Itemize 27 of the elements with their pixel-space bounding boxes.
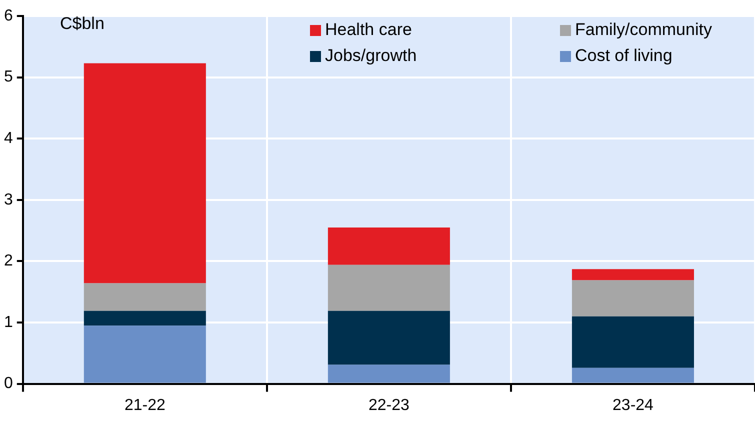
y-tick-label: 1 [4, 314, 13, 331]
legend-label: Jobs/growth [325, 46, 417, 66]
x-tick-label: 23-24 [612, 396, 654, 414]
bar [328, 227, 450, 265]
bar [84, 283, 206, 311]
y-tick-label: 5 [4, 68, 13, 86]
y-tick-label: 2 [4, 252, 13, 270]
y-tick-label: 3 [4, 191, 13, 208]
bar [572, 368, 694, 383]
bar [572, 280, 694, 316]
x-tick-label: 22-23 [368, 396, 410, 414]
y-tick-label: 6 [4, 7, 13, 24]
bar [572, 316, 694, 368]
bar [328, 264, 450, 311]
bar [328, 310, 450, 365]
y-tick-label: 4 [4, 130, 13, 148]
y-tick-label: 0 [4, 375, 13, 392]
legend-label: Health care [325, 20, 412, 40]
bar [328, 364, 450, 383]
legend-label: Family/community [575, 20, 712, 40]
x-tick-label: 21-22 [124, 396, 166, 414]
bar [84, 326, 206, 383]
bar [84, 310, 206, 326]
legend-label: Cost of living [575, 46, 672, 66]
bar [572, 269, 694, 280]
y-axis-title: C$bln [60, 14, 104, 34]
bar [84, 63, 206, 284]
